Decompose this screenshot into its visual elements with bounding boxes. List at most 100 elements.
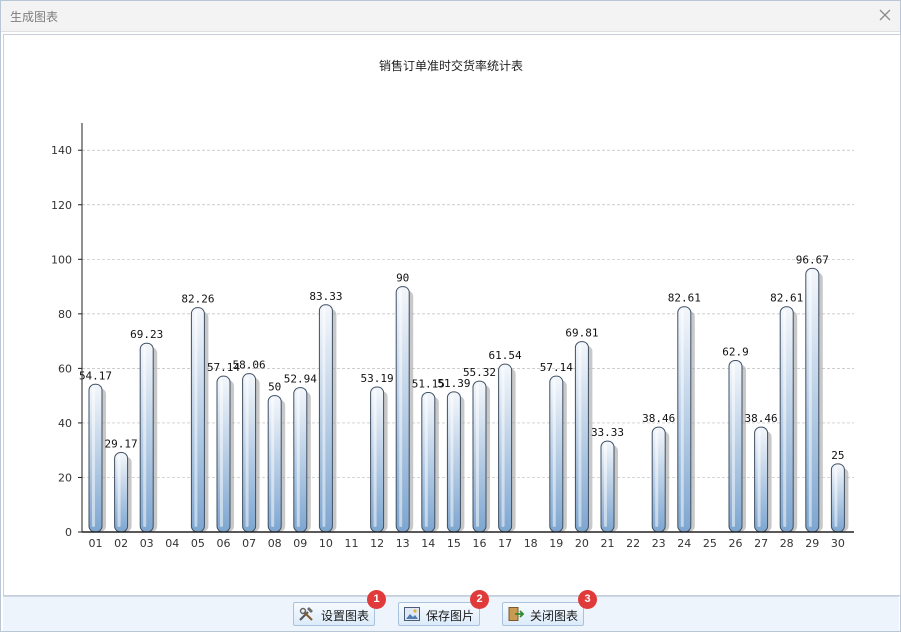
bar-highlight [783,309,787,527]
bar-highlight [117,455,121,527]
bar-highlight [808,271,812,527]
bar [779,306,794,533]
bar-chart: 销售订单准时交货率统计表 0 20 40 60 80 100 120 140 01 02 03 04… [51,58,854,550]
bar [395,286,410,533]
y-tick-label: 120 [51,199,72,212]
data-label: 69.23 [130,328,163,341]
bar-highlight [655,430,659,527]
bar-highlight [245,376,249,527]
y-tick-label: 100 [51,253,72,266]
bar [139,342,154,533]
settings-chart-button[interactable]: 设置图表 [293,602,375,626]
data-label: 90 [396,272,409,285]
data-label: 82.61 [668,292,701,305]
x-tick-label: 20 [575,537,589,550]
x-tick-label: 05 [191,537,205,550]
x-tick-label: 29 [805,537,819,550]
chart-title: 销售订单准时交货率统计表 [379,58,523,73]
x-tick-label: 09 [293,537,307,550]
bar-highlight [578,344,582,527]
bar [216,375,231,533]
x-tick-label: 12 [370,537,384,550]
bar [651,426,666,533]
x-tick-label: 27 [754,537,768,550]
data-label: 29.17 [105,437,138,450]
x-tick-label: 26 [729,537,743,550]
bar [318,304,333,533]
x-tick-label: 06 [217,537,231,550]
badge-2: 2 [470,590,489,609]
bar-highlight [834,466,838,527]
bar-highlight [450,394,454,527]
x-tick-label: 19 [549,537,563,550]
chart-area: 销售订单准时交货率统计表 0 20 40 60 80 100 120 140 01 02 03 04… [3,34,901,596]
x-tick-label: 23 [652,537,666,550]
badge-3: 3 [578,590,597,609]
bar [446,391,461,533]
x-tick-label: 14 [421,537,435,550]
data-label: 50 [268,381,281,394]
bar-highlight [271,398,275,527]
bar-highlight [143,346,147,527]
footer-toolbar: 设置图表 1 保存图片 2 关闭图表 3 [3,590,899,631]
x-tick-label: 10 [319,537,333,550]
bar-highlight [501,367,505,527]
x-tick-label: 07 [242,537,256,550]
x-tick-label: 22 [626,537,640,550]
badge-1: 1 [367,590,386,609]
bar-highlight [604,444,607,527]
data-label: 51.39 [437,377,470,390]
bar-highlight [296,390,300,527]
bar-highlight [732,363,735,527]
y-tick-label: 20 [58,471,72,484]
bar-highlight [373,389,377,527]
data-label: 55.32 [463,366,496,379]
x-tick-label: 16 [473,537,487,550]
window-title: 生成图表 [10,10,59,24]
y-tick-label: 140 [51,144,72,157]
close-chart-label: 关闭图表 [530,609,579,623]
y-tick-label: 80 [58,308,72,321]
bar-highlight [552,379,556,527]
x-tick-label: 25 [703,537,717,550]
bar [267,395,282,533]
data-label: 69.81 [565,327,598,340]
bar [677,306,692,533]
data-label: 33.33 [591,426,624,439]
x-tick-label: 28 [780,537,794,550]
x-tick-label: 04 [165,537,179,550]
data-label: 61.54 [489,349,522,362]
x-tick-label: 01 [89,537,103,550]
data-label: 25 [831,449,844,462]
x-tick-label: 13 [396,537,410,550]
title-bar: 生成图表 [1,1,900,32]
data-label: 54.17 [79,369,112,382]
data-label: 57.14 [540,361,573,374]
data-label: 53.19 [361,372,394,385]
close-chart-button[interactable]: 关闭图表 [502,602,584,626]
bar-highlight [194,310,198,527]
bar [114,451,129,533]
x-tick-label: 18 [524,537,538,550]
x-tick-label: 03 [140,537,154,550]
close-icon[interactable] [876,6,894,24]
bar-highlight [322,307,326,527]
bar [754,426,769,533]
bar-highlight [220,379,223,527]
data-label: 82.26 [181,293,214,306]
data-label: 83.33 [309,290,342,303]
bar-highlight [92,387,95,527]
y-tick-label: 40 [58,417,72,430]
data-label: 58.06 [233,359,266,372]
data-label: 38.46 [642,412,675,425]
x-tick-label: 02 [114,537,128,550]
tools-icon [299,607,313,621]
save-image-button[interactable]: 保存图片 [398,602,480,626]
bar [830,463,845,533]
bar-highlight [476,384,479,527]
x-tick-label: 11 [345,537,359,550]
bar-highlight [399,289,403,527]
bar [472,380,487,533]
data-label: 57.14 [207,361,240,374]
